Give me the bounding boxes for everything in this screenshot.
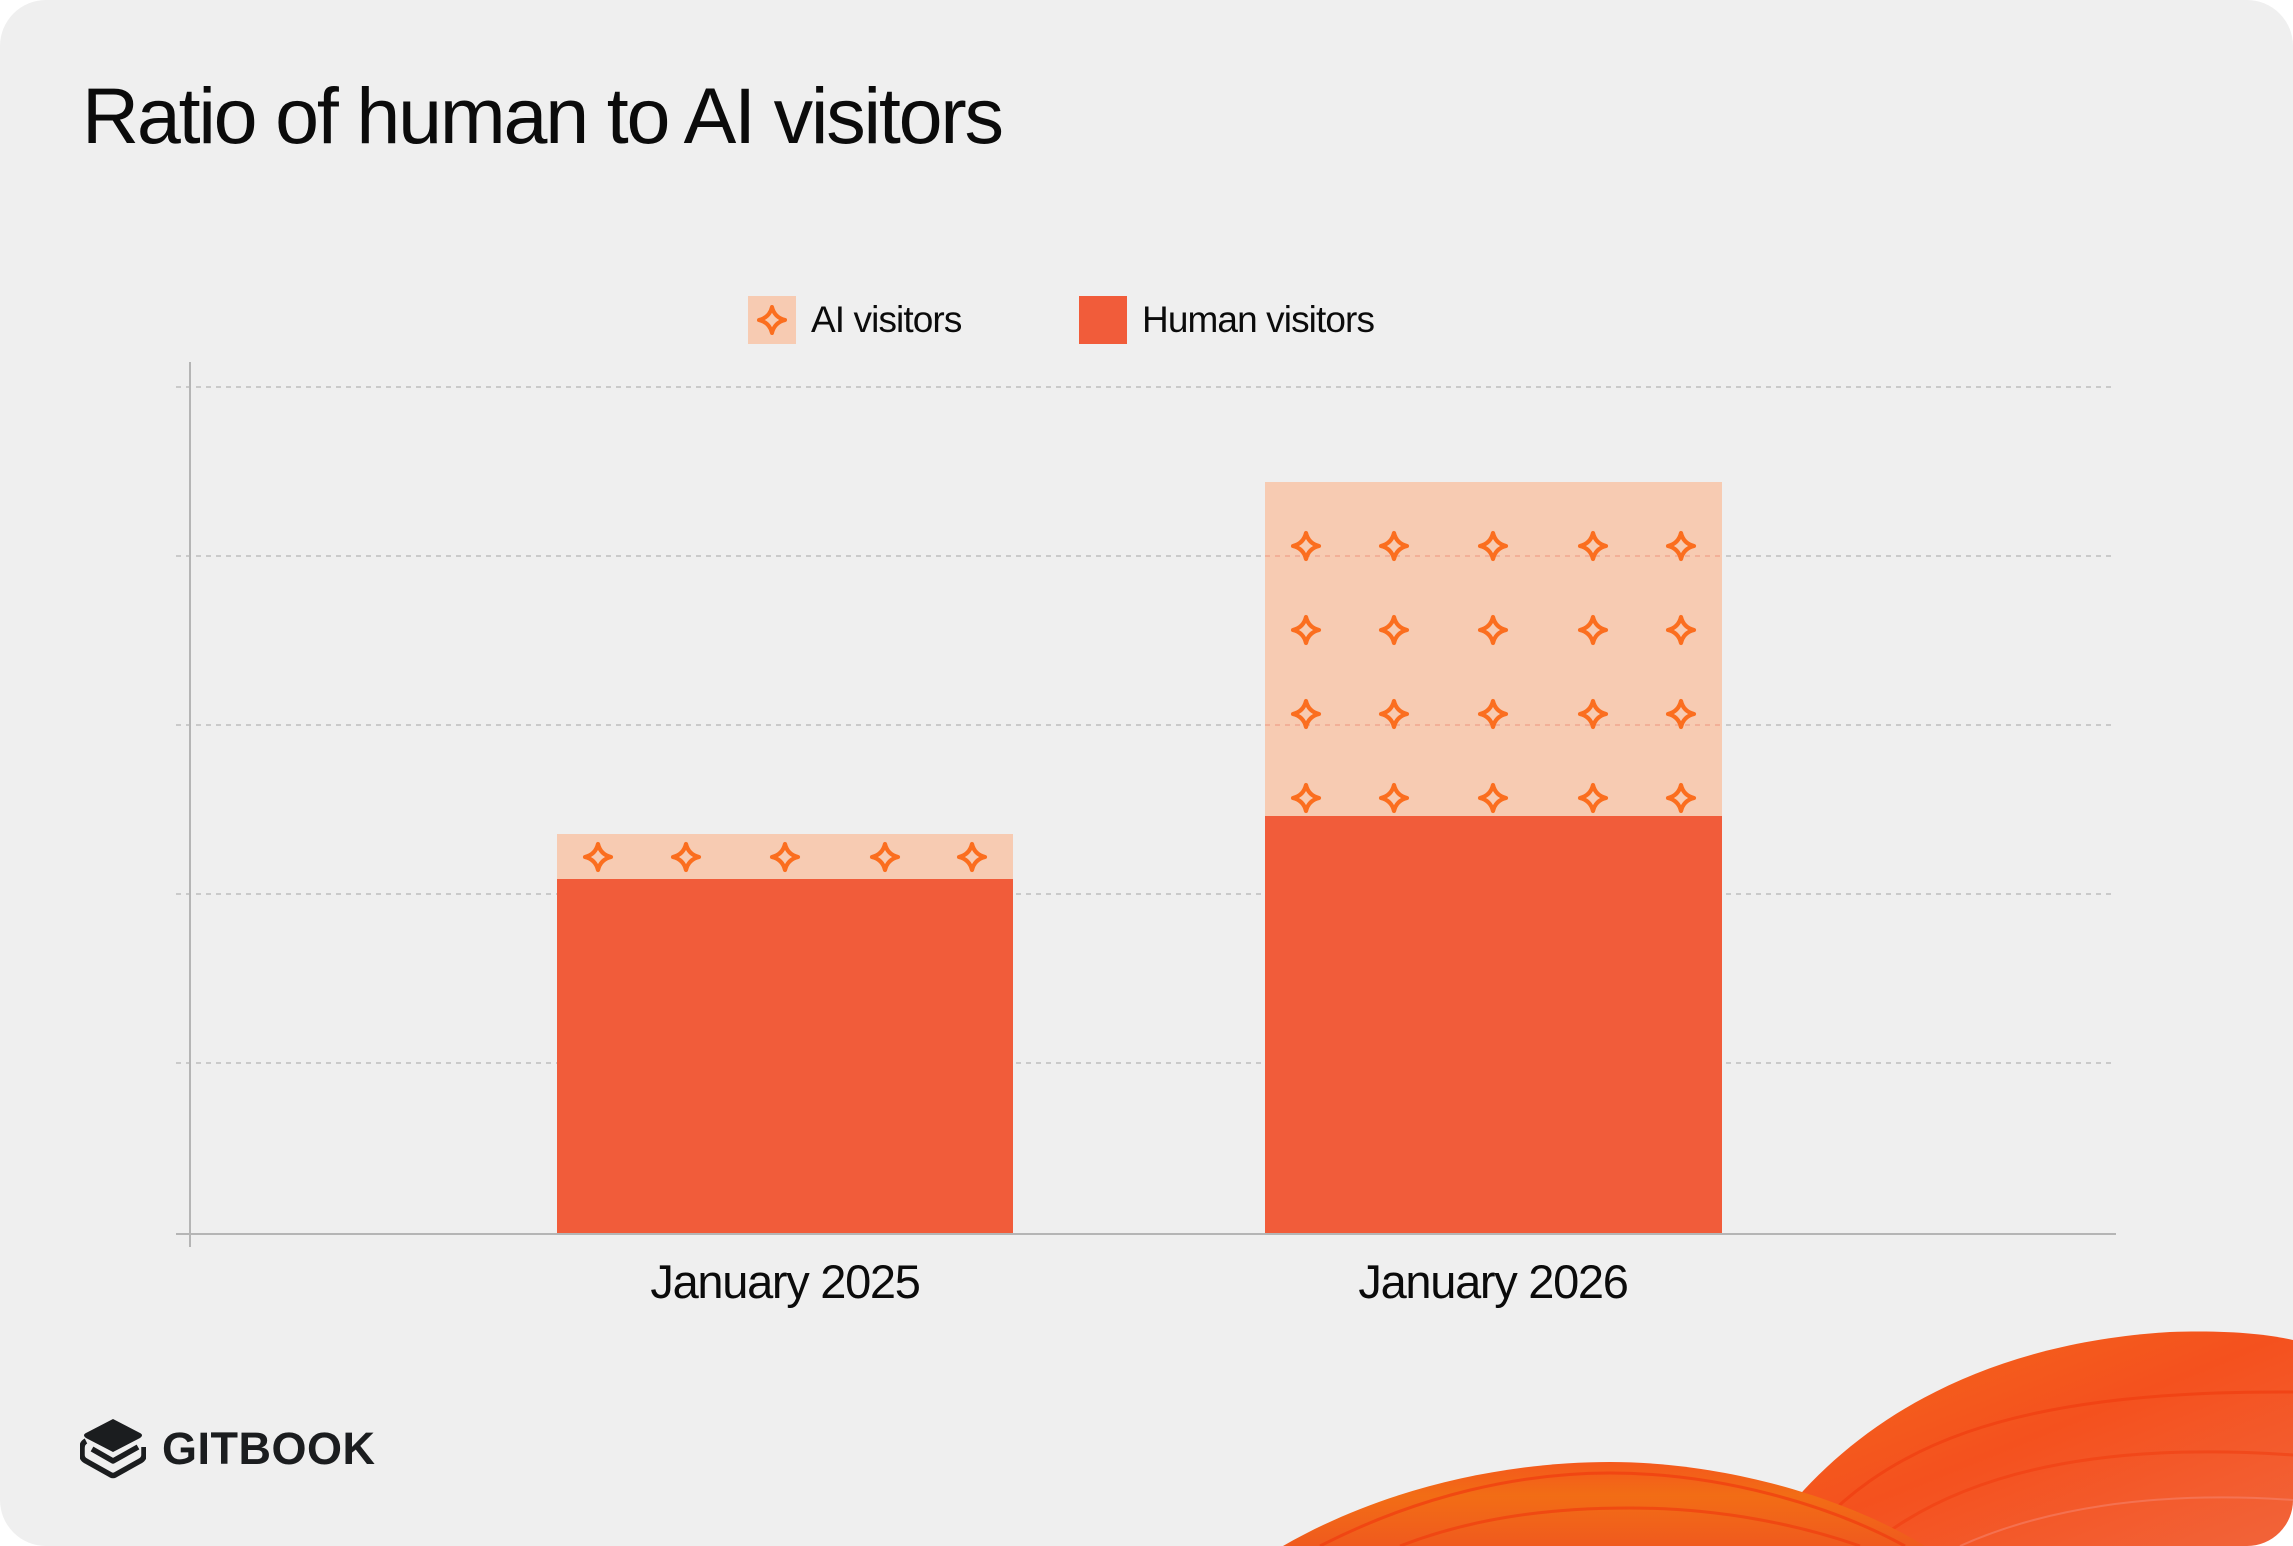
gitbook-wordmark: GITBOOK bbox=[162, 1423, 376, 1474]
ai-visitors-swatch bbox=[748, 296, 796, 344]
gitbook-book-icon bbox=[80, 1419, 146, 1479]
x-axis-label-january-2025: January 2025 bbox=[650, 1255, 921, 1308]
human-visitors-swatch bbox=[1079, 296, 1127, 344]
x-axis-label-january-2026: January 2026 bbox=[1358, 1255, 1629, 1308]
gridlines bbox=[176, 386, 2116, 1064]
bar-january-2026 bbox=[1265, 482, 1722, 1234]
legend-label-human-visitors: Human visitors bbox=[1142, 299, 1375, 340]
bar-segment-human-visitors bbox=[557, 879, 1013, 1234]
bar-segment-human-visitors bbox=[1265, 816, 1722, 1234]
legend-label-ai-visitors: AI visitors bbox=[811, 299, 962, 340]
sparkle-icon bbox=[757, 305, 787, 335]
bar-january-2025 bbox=[557, 834, 1013, 1234]
chart-title: Ratio of human to AI visitors bbox=[82, 71, 1004, 160]
